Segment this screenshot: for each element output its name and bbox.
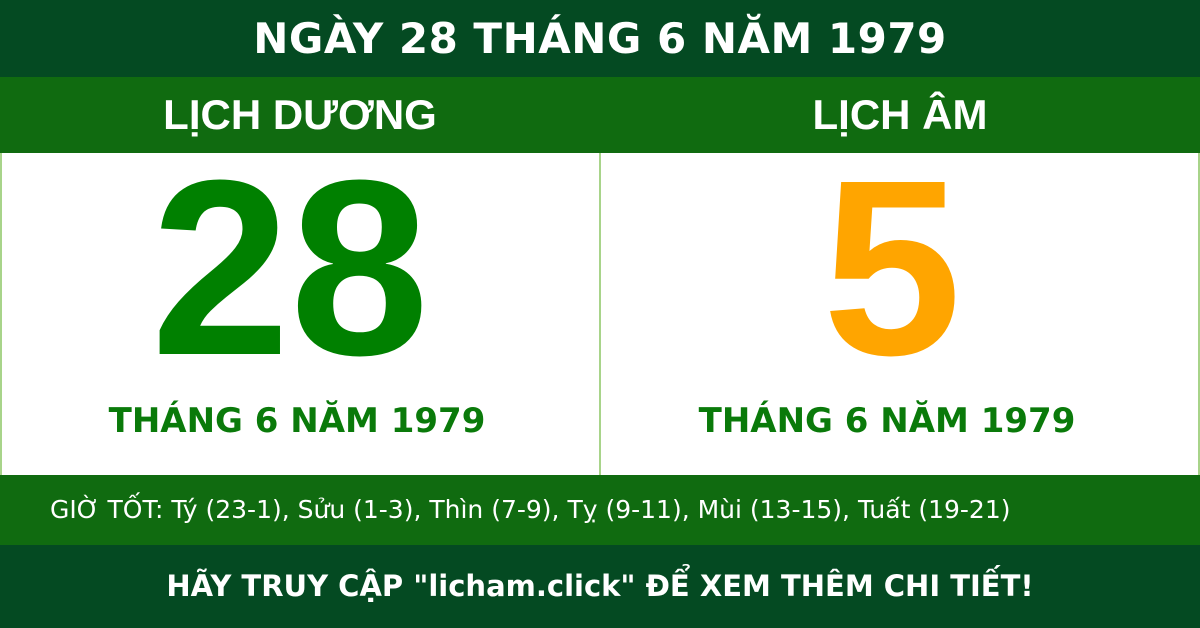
solar-calendar-header: LỊCH DƯƠNG	[0, 77, 600, 153]
solar-panel: 28 THÁNG 6 NĂM 1979	[0, 128, 600, 475]
solar-month-year: THÁNG 6 NĂM 1979	[108, 401, 486, 441]
left-border	[0, 153, 2, 475]
lunar-panel: 5 THÁNG 6 NĂM 1979	[600, 143, 1200, 475]
footer-cta: HÃY TRUY CẬP "licham.click" ĐỂ XEM THÊM …	[0, 545, 1200, 628]
lunar-month-year: THÁNG 6 NĂM 1979	[698, 401, 1076, 441]
lunar-calendar-header: LỊCH ÂM	[600, 77, 1200, 153]
page-title: NGÀY 28 THÁNG 6 NĂM 1979	[0, 0, 1200, 77]
solar-day: 28	[150, 128, 430, 407]
right-border	[1198, 153, 1200, 475]
panel-divider	[599, 153, 601, 475]
good-hours: GIỜ TỐT: Tý (23-1), Sửu (1-3), Thìn (7-9…	[0, 475, 1200, 545]
lunar-day: 5	[822, 128, 962, 407]
